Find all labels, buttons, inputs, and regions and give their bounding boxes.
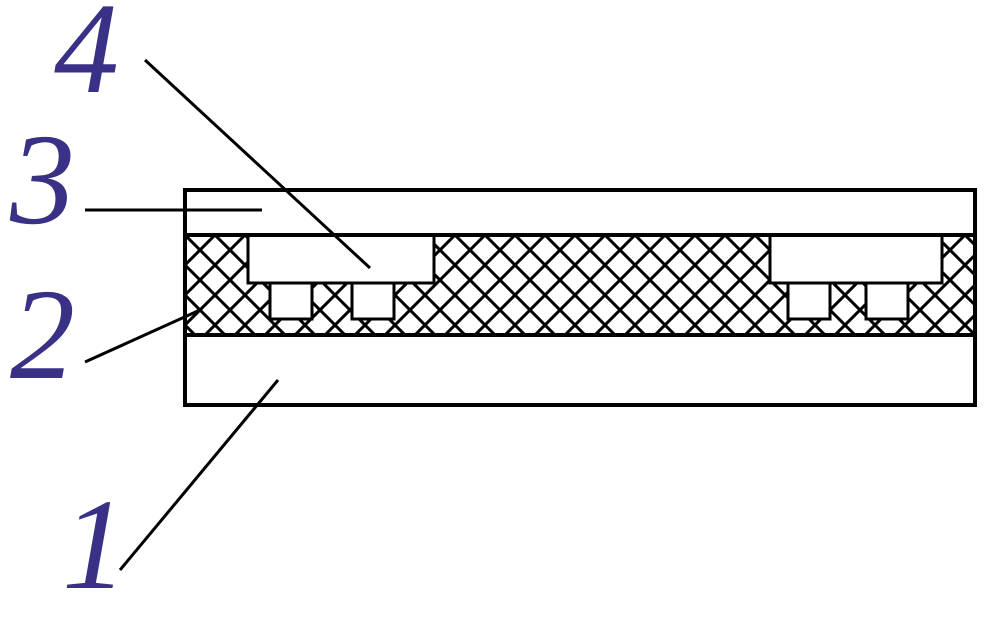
label-1: 1 (62, 480, 127, 610)
label-4: 4 (54, 0, 119, 114)
diagram-canvas: 1 2 3 4 (0, 0, 1000, 618)
diagram-svg (0, 0, 1000, 618)
leader-1 (120, 380, 278, 570)
leader-2 (85, 310, 200, 362)
label-3: 3 (10, 115, 75, 245)
label-2: 2 (10, 270, 75, 400)
